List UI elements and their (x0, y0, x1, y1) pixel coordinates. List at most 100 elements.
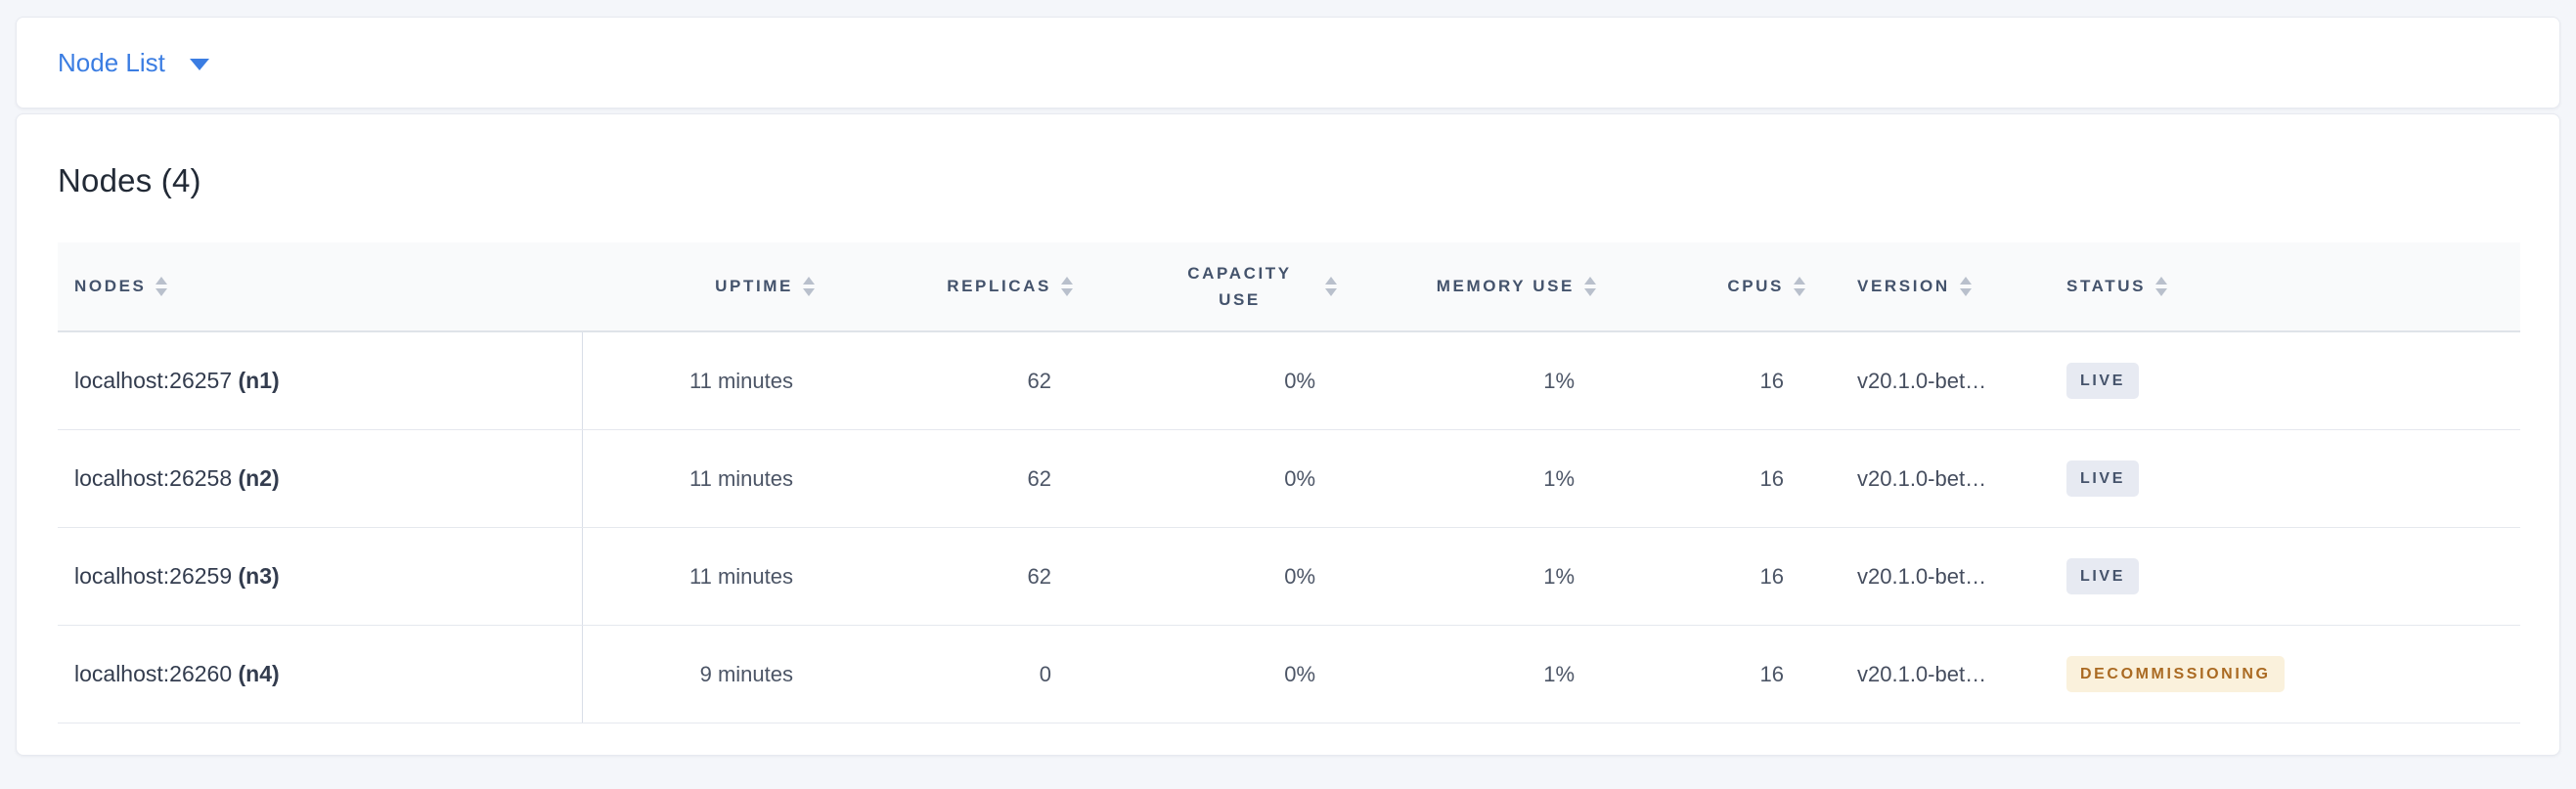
column-header-inner: MEMORY USE (1436, 277, 1596, 297)
column-label: REPLICAS (947, 277, 1051, 296)
table-header-row: NODES UPTIME REPLICAS CAPACITY USE MEMORY US… (58, 242, 2520, 332)
view-selector-label: Node List (58, 48, 165, 77)
sort-up-arrow-icon (1584, 277, 1596, 285)
sort-down-arrow-icon (1959, 288, 1972, 297)
sort-down-arrow-icon (1794, 288, 1805, 297)
uptime-cell: 11 minutes (582, 527, 822, 626)
column-label: CPUS (1727, 277, 1784, 296)
table-row[interactable]: localhost:26257 (n1) 11 minutes 62 0% 1% 16 v2… (58, 331, 2520, 430)
version-cell: v20.1.0-bet… (1813, 331, 2052, 430)
sort-icon (1584, 277, 1596, 297)
sort-down-arrow-icon (155, 288, 168, 297)
status-cell: LIVE (2052, 527, 2520, 626)
caret-down-icon (189, 58, 209, 70)
column-header-version[interactable]: VERSION (1813, 242, 2052, 332)
status-badge: DECOMMISSIONING (2066, 655, 2285, 693)
nodes-table: NODES UPTIME REPLICAS CAPACITY USE MEMORY US… (58, 242, 2520, 723)
node-address-cell[interactable]: localhost:26258 (n2) (58, 429, 583, 528)
sort-up-arrow-icon (1061, 277, 1073, 285)
sort-down-arrow-icon (2155, 288, 2168, 297)
column-header-inner: CPUS (1727, 277, 1805, 297)
column-label: NODES (74, 277, 147, 296)
node-id: (n3) (238, 563, 280, 589)
sort-up-arrow-icon (2155, 277, 2168, 285)
sort-up-arrow-icon (1959, 277, 1972, 285)
column-header-inner: UPTIME (715, 277, 815, 297)
node-address-cell[interactable]: localhost:26260 (n4) (58, 625, 583, 723)
column-header-replicas[interactable]: REPLICAS (822, 242, 1081, 332)
table-row[interactable]: localhost:26259 (n3) 11 minutes 62 0% 1% 16 v2… (58, 527, 2520, 626)
column-label: STATUS (2066, 277, 2147, 296)
replicas-cell: 62 (822, 527, 1081, 626)
memory-use-cell: 1% (1345, 625, 1604, 723)
node-id: (n4) (238, 661, 280, 686)
sort-icon (1794, 277, 1805, 297)
node-address-cell[interactable]: localhost:26259 (n3) (58, 527, 583, 626)
node-address-cell[interactable]: localhost:26257 (n1) (58, 331, 583, 430)
status-badge: LIVE (2066, 362, 2139, 400)
memory-use-cell: 1% (1345, 331, 1604, 430)
capacity-use-cell: 0% (1081, 331, 1345, 430)
status-cell: LIVE (2052, 331, 2520, 430)
status-badge: LIVE (2066, 557, 2139, 595)
column-header-inner: REPLICAS (947, 277, 1073, 297)
column-label: MEMORY USE (1436, 277, 1575, 296)
column-header-nodes[interactable]: NODES (58, 242, 582, 332)
sort-down-arrow-icon (803, 288, 815, 297)
column-header-uptime[interactable]: UPTIME (582, 242, 822, 332)
table-row[interactable]: localhost:26258 (n2) 11 minutes 62 0% 1% 16 v2… (58, 429, 2520, 528)
sort-icon (1061, 277, 1073, 297)
uptime-cell: 11 minutes (582, 429, 822, 528)
sort-icon (155, 277, 168, 297)
memory-use-cell: 1% (1345, 429, 1604, 528)
nodes-card: Nodes (4) NODES UPTIME REPLICAS CAPACITY US… (16, 113, 2560, 756)
uptime-cell: 11 minutes (582, 331, 822, 430)
memory-use-cell: 1% (1345, 527, 1604, 626)
version-cell: v20.1.0-bet… (1813, 625, 2052, 723)
version-cell: v20.1.0-bet… (1813, 429, 2052, 528)
node-address: localhost:26260 (74, 661, 233, 686)
sort-icon (803, 277, 815, 297)
cpus-cell: 16 (1604, 331, 1813, 430)
sort-down-arrow-icon (1325, 288, 1337, 296)
column-header-inner: STATUS (2066, 277, 2168, 297)
nodes-count-title: Nodes (4) (58, 162, 201, 198)
column-header-inner: NODES (74, 277, 168, 297)
sort-down-arrow-icon (1061, 288, 1073, 297)
cpus-cell: 16 (1604, 625, 1813, 723)
column-label: VERSION (1857, 277, 1950, 296)
column-header-status[interactable]: STATUS (2052, 242, 2520, 332)
replicas-cell: 62 (822, 429, 1081, 528)
sort-up-arrow-icon (155, 277, 168, 285)
replicas-cell: 0 (822, 625, 1081, 723)
column-header-memory_use[interactable]: MEMORY USE (1345, 242, 1604, 332)
cpus-cell: 16 (1604, 429, 1813, 528)
sort-down-arrow-icon (1584, 288, 1596, 297)
cpus-cell: 16 (1604, 527, 1813, 626)
capacity-use-cell: 0% (1081, 429, 1345, 528)
column-label: CAPACITY USE (1187, 263, 1292, 309)
status-badge: LIVE (2066, 460, 2139, 498)
sort-up-arrow-icon (1325, 277, 1337, 285)
sort-icon (1325, 277, 1337, 296)
capacity-use-cell: 0% (1081, 625, 1345, 723)
sort-icon (2155, 277, 2168, 297)
column-header-inner: VERSION (1857, 277, 1972, 297)
status-cell: DECOMMISSIONING (2052, 625, 2520, 723)
capacity-use-cell: 0% (1081, 527, 1345, 626)
view-selector-dropdown[interactable]: Node List (58, 50, 209, 75)
status-cell: LIVE (2052, 429, 2520, 528)
column-header-cpus[interactable]: CPUS (1604, 242, 1813, 332)
node-address: localhost:26258 (74, 465, 233, 491)
node-id: (n1) (238, 368, 280, 393)
table-row[interactable]: localhost:26260 (n4) 9 minutes 0 0% 1% 16 v20.… (58, 625, 2520, 723)
column-header-inner: CAPACITY USE (1164, 260, 1337, 313)
node-id: (n2) (238, 465, 280, 491)
node-address: localhost:26259 (74, 563, 233, 589)
column-header-capacity_use[interactable]: CAPACITY USE (1081, 242, 1345, 332)
node-address: localhost:26257 (74, 368, 233, 393)
sort-up-arrow-icon (803, 277, 815, 285)
replicas-cell: 62 (822, 331, 1081, 430)
sort-up-arrow-icon (1794, 277, 1805, 285)
version-cell: v20.1.0-bet… (1813, 527, 2052, 626)
